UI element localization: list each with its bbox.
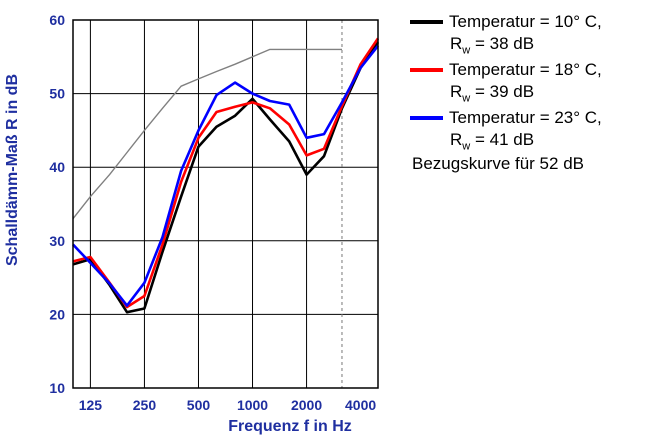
legend-label-10c: Temperatur = 10° C,: [449, 12, 602, 31]
legend-reference-label: Bezugskurve für 52 dB: [412, 154, 584, 173]
y-tick-label: 10: [49, 380, 65, 396]
rw-value-10c: = 38 dB: [470, 34, 535, 53]
y-tick-labels: 10 20 30 40 50 60: [49, 12, 65, 396]
x-axis-label: Frequenz f in Hz: [228, 418, 352, 435]
x-tick-label: 2000: [291, 397, 322, 413]
rw-value-18c: = 39 dB: [470, 82, 535, 101]
plot-frame: [72, 19, 379, 389]
series-group: [72, 37, 380, 314]
rw-value-23c: = 41 dB: [470, 130, 535, 149]
legend-swatch-blue: [410, 116, 443, 120]
x-tick-label: 250: [133, 397, 157, 413]
series-line-1: [72, 37, 380, 309]
grid: [73, 19, 378, 389]
y-tick-label: 40: [49, 159, 65, 175]
legend-label-18c: Temperatur = 18° C,: [449, 60, 602, 79]
rw-symbol: R: [450, 34, 463, 53]
legend-rw-10c: Rw = 38 dB: [408, 34, 602, 58]
rw-subscript: w: [462, 140, 471, 153]
series-line-0: [72, 41, 380, 314]
y-tick-label: 30: [49, 233, 65, 249]
y-tick-label: 20: [49, 306, 65, 322]
x-tick-label: 125: [79, 397, 103, 413]
legend-rw-18c: Rw = 39 dB: [408, 82, 602, 106]
legend-swatch-black: [410, 20, 443, 24]
reference-curve: [72, 48, 342, 220]
plot-border: [72, 19, 379, 389]
legend-item-23c: Temperatur = 23° C,: [408, 106, 602, 130]
rw-subscript: w: [462, 92, 471, 105]
legend-swatch-red: [410, 68, 443, 72]
legend-label-23c: Temperatur = 23° C,: [449, 108, 602, 127]
reference-line-group: [72, 48, 342, 220]
legend-item-10c: Temperatur = 10° C,: [408, 10, 602, 34]
x-tick-label: 4000: [345, 397, 376, 413]
rw-symbol: R: [450, 82, 463, 101]
rw-subscript: w: [462, 44, 471, 57]
legend: Temperatur = 10° C, Rw = 38 dB Temperatu…: [408, 10, 602, 178]
legend-item-18c: Temperatur = 18° C,: [408, 58, 602, 82]
series-line-2: [72, 44, 380, 307]
rw-symbol: R: [450, 130, 463, 149]
legend-rw-23c: Rw = 41 dB: [408, 130, 602, 154]
x-tick-label: 1000: [237, 397, 268, 413]
x-tick-label: 500: [187, 397, 211, 413]
y-tick-label: 50: [49, 86, 65, 102]
x-tick-labels: 125 250 500 1000 2000 4000: [79, 397, 377, 413]
y-axis-label: Schalldämm-Maß R in dB: [4, 74, 21, 266]
y-tick-label: 60: [49, 12, 65, 28]
